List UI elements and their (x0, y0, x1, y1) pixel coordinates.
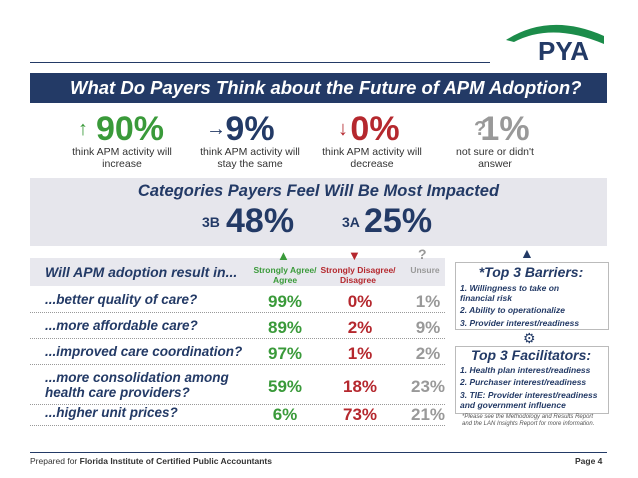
row-value: 0% (347, 292, 373, 311)
stat-value: 0% (350, 110, 400, 148)
row-separator (30, 312, 445, 313)
facilitator-item: 2. Purchaser interest/readiness (460, 377, 587, 387)
stat-value: 90% (95, 110, 165, 148)
categories-band (30, 178, 607, 246)
row-value: 99% (267, 292, 303, 311)
stat-label: not sure or didn't answer (456, 146, 534, 170)
barriers-box (455, 262, 609, 330)
row-value: 6% (272, 405, 298, 424)
row-value: 23% (410, 377, 446, 396)
row-value: 89% (267, 318, 303, 337)
category-value: 25% (364, 202, 433, 240)
row-value: 73% (342, 405, 378, 424)
note: *Please see the Methodology and Results … (462, 414, 595, 427)
footer-prefix: Prepared for (30, 456, 78, 466)
row-value: 2% (415, 344, 441, 363)
row-separator (30, 425, 445, 426)
row-value: 59% (267, 377, 303, 396)
barrier-item: 2. Ability to operationalize (460, 305, 566, 315)
row-label: ...improved care coordination? (45, 344, 243, 359)
row-value: 2% (347, 318, 373, 337)
categories-title: Categories Payers Feel Will Be Most Impa… (137, 182, 500, 200)
facilitator-icon: ⚙ (523, 330, 536, 346)
column-header: Unsure (410, 265, 440, 275)
footer-org: Florida Institute of Certified Public Ac… (79, 456, 272, 466)
stat-label: think APM activity will stay the same (200, 146, 300, 170)
row-separator (30, 364, 445, 365)
row-value: 18% (342, 377, 378, 396)
thumb-down: ▼ (348, 248, 361, 263)
unsure-icon: ? (418, 246, 427, 262)
row-value: 1% (347, 344, 373, 363)
row-label: ...more consolidation among health care … (45, 370, 229, 400)
arrow-down: ↓ (338, 118, 348, 140)
facilitator-item: 1. Health plan interest/readiness (460, 365, 591, 375)
column-header: Strongly Disagree/ Disagree (320, 265, 396, 285)
question-icon: ? (474, 118, 487, 140)
facilitators-title: Top 3 Facilitators: (470, 347, 592, 363)
stat-label: think APM activity will increase (72, 146, 172, 170)
arrow-right: → (206, 118, 226, 140)
column-header: Strongly Agree/ Agree (253, 265, 317, 285)
rule (30, 62, 490, 63)
stat-label: think APM activity will decrease (322, 146, 422, 170)
facilitators-box (455, 346, 609, 414)
barrier-item: 1. Willingness to take on financial risk (460, 283, 560, 303)
logo-text: PYA (538, 36, 590, 66)
category-code: 3A (342, 214, 360, 230)
arrow-up: ↑ (78, 118, 88, 140)
row-label: ...better quality of care? (45, 292, 198, 307)
row-separator (30, 404, 445, 405)
row-separator (30, 338, 445, 339)
stat-value: 1% (480, 110, 530, 148)
barriers-title: *Top 3 Barriers: (478, 264, 584, 280)
logo-mark (506, 24, 604, 44)
title-bar: What Do Payers Think about the Future of… (30, 73, 607, 103)
page-number: Page 4 (575, 456, 603, 466)
table-header-bg (30, 258, 445, 286)
footer-text: Prepared for Florida Institute of Certif… (30, 456, 272, 466)
row-value: 97% (267, 344, 303, 363)
row-label: ...more affordable care? (45, 318, 198, 333)
row-value: 1% (415, 292, 441, 311)
row-label: ...higher unit prices? (45, 405, 178, 420)
category-code: 3B (202, 214, 220, 230)
row-value: 9% (415, 318, 441, 337)
barrier-icon: ▲ (520, 245, 534, 261)
footer-rule (30, 452, 607, 453)
facilitator-item: 3. TIE: Provider interest/readiness and … (460, 390, 598, 410)
table-question: Will APM adoption result in... (45, 264, 238, 280)
category-value: 48% (226, 202, 295, 240)
barrier-item: 3. Provider interest/readiness (460, 318, 580, 328)
thumb-up: ▲ (277, 248, 290, 263)
stat-value: 9% (225, 110, 275, 148)
row-value: 21% (410, 405, 446, 424)
